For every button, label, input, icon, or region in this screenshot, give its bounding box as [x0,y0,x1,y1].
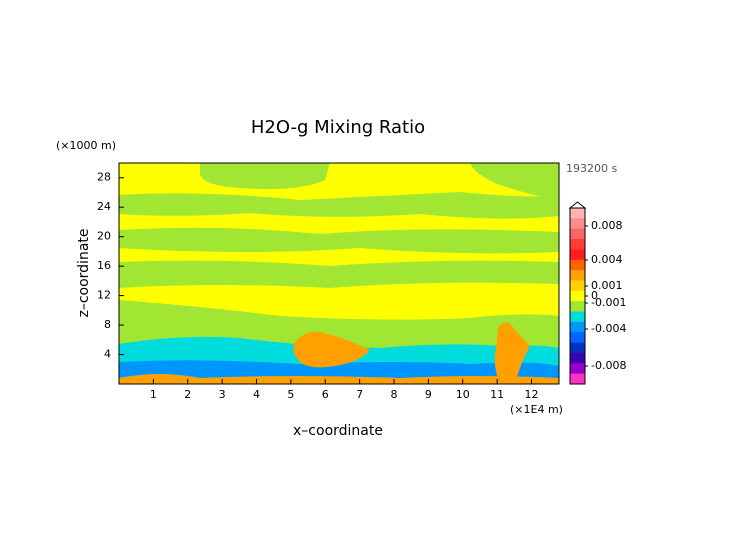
x-tick-label: 10 [456,388,470,401]
colorbar-swatch [570,332,585,343]
y-axis-label: z–coordinate [76,228,92,317]
x-tick-label: 12 [525,388,539,401]
y-tick-label: 20 [97,230,111,243]
colorbar-swatch [570,363,585,374]
colorbar-swatch [570,218,585,230]
x-tick-label: 1 [150,388,157,401]
x-tick-label: 2 [184,388,191,401]
chart-title: H2O-g Mixing Ratio [251,117,425,138]
contour-region [119,260,559,288]
colorbar-label: -0.004 [591,322,626,335]
colorbar-swatch [570,321,585,333]
y-tick-label: 8 [104,318,111,331]
contour-region [119,227,559,254]
colorbar-swatch [570,239,585,250]
x-tick-label: 5 [287,388,294,401]
colorbar-swatch [570,228,585,240]
colorbar-label: 0.001 [591,279,623,292]
x-tick-label: 3 [219,388,226,401]
x-tick-label: 8 [391,388,398,401]
y-unit: (×1000 m) [56,139,116,152]
contour-region [119,192,559,219]
y-tick-label: 28 [97,171,111,184]
colorbar-label: -0.001 [591,296,626,309]
x-unit: (×1E4 m) [510,403,563,416]
colorbar-swatch [570,249,585,261]
y-tick-label: 16 [97,259,111,272]
colorbar-arrow [568,201,587,209]
x-tick-label: 6 [322,388,329,401]
x-axis-label: x–coordinate [293,423,383,439]
contour-field [119,163,559,384]
contour-region [200,163,559,200]
colorbar-swatch [570,352,585,364]
x-tick-label: 4 [253,388,260,401]
plot-frame [118,162,560,385]
colorbar-swatch [570,311,585,323]
contour-region [494,322,530,384]
colorbar-swatch [570,301,585,312]
colorbar-swatch [570,208,585,219]
x-tick-label: 7 [356,388,363,401]
colorbar-swatch [570,280,585,292]
contour-region [119,374,559,384]
colorbar-label: -0.008 [591,359,626,372]
x-tick-label: 9 [425,388,432,401]
y-tick-label: 4 [104,348,111,361]
colorbar-label: 0.008 [591,219,623,232]
colorbar-label: 0.004 [591,253,623,266]
y-tick-label: 24 [97,200,111,213]
colorbar-swatch [570,342,585,354]
colorbar-swatch [570,270,585,281]
colorbar-swatch [570,373,585,385]
x-tick-label: 11 [490,388,504,401]
colorbar-label: 0 [591,289,598,302]
colorbar-swatch [570,290,585,302]
y-tick-label: 12 [97,289,111,302]
time-label: 193200 s [566,162,617,175]
contour-region [293,331,370,368]
colorbar-swatch [570,259,585,271]
